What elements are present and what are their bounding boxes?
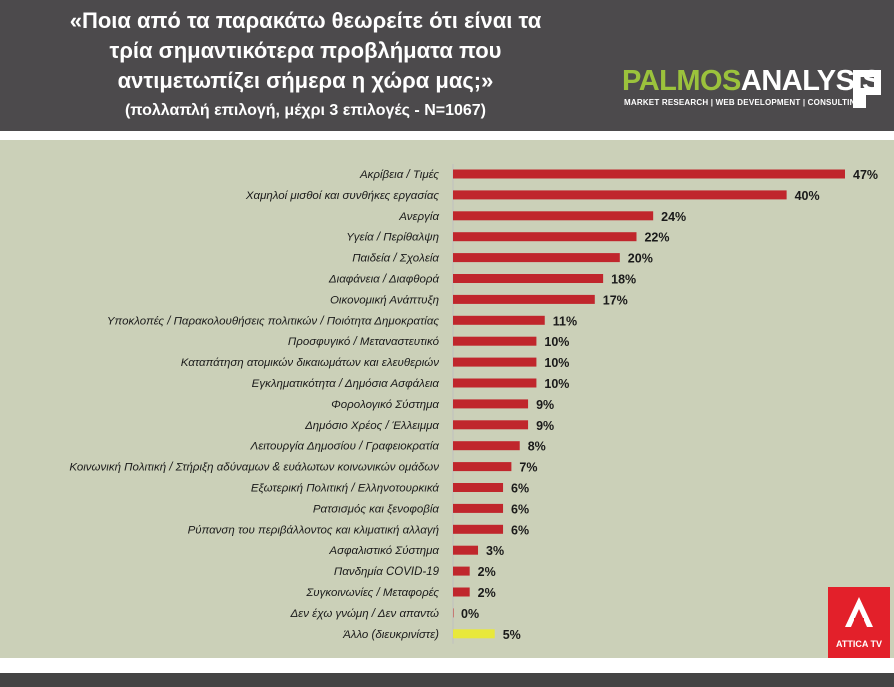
chart-panel: Ακρίβεια / Τιμές 47% Χαμηλοί μισθοί και συ… [0,140,894,658]
bar [453,503,504,513]
bar [453,211,654,221]
value-label: 18% [611,273,636,287]
value-label: 7% [519,461,537,475]
category-label: Φορολογικό Σύστημα [331,399,439,411]
value-label: 6% [511,482,529,496]
bar [453,378,537,388]
bar [453,420,529,430]
category-label: Χαμηλοί μισθοί και συνθήκες εργασίας [245,190,440,202]
bar [453,294,595,304]
value-label: 3% [486,544,504,558]
bar [453,357,537,367]
category-label: Λειτουργία Δημοσίου / Γραφειοκρατία [250,441,440,453]
category-label: Ρύπανση του περιβάλλοντος και κλιματική … [188,524,439,536]
category-label: Πανδημία COVID-19 [334,566,440,578]
category-label: Δεν έχω γνώμη / Δεν απαντώ [289,608,439,620]
title-line-1: «Ποια από τα παρακάτω θεωρείτε ότι είναι… [69,8,542,33]
bar [453,545,479,555]
category-label: Οικονομική Ανάπτυξη [330,294,439,306]
bar [453,169,845,179]
value-label: 10% [544,356,569,370]
category-label: Εγκληματικότητα / Δημόσια Ασφάλεια [252,378,440,390]
logo-wordmark: PALMOSANALYSIS [622,65,881,97]
bar [453,524,504,534]
bar [453,399,529,409]
bar [453,232,637,242]
category-label: Ρατσισμός και ξενοφοβία [313,503,440,515]
chart-subtitle: (πολλαπλή επιλογή, μέχρι 3 επιλογές - N=… [124,102,487,119]
attica-tv-badge: ATTICA TV [828,587,890,658]
value-label: 17% [603,293,628,307]
bar [453,462,512,472]
value-label: 11% [553,314,577,328]
bar [453,315,545,325]
value-label: 22% [644,231,669,245]
category-label: Υγεία / Περίθαλψη [346,232,439,244]
value-label: 2% [478,586,496,600]
category-label: Καταπάτηση ατομικών δικαιωμάτων και ελευ… [181,357,439,369]
value-label: 40% [795,189,820,203]
bar [453,441,520,451]
value-label: 5% [503,628,521,642]
title-line-2: τρία σημαντικότερα προβλήματα που [109,38,502,63]
category-label: Παιδεία / Σχολεία [352,253,439,265]
category-label: Κοινωνική Πολιτική / Στήριξη αδύναμων & … [69,462,439,474]
title-line-3: αντιμετωπίζει σήμερα η χώρα μας;» [117,68,494,93]
category-label: Συγκοινωνίες / Μεταφορές [305,587,439,599]
category-label: Υποκλοπές / Παρακολουθήσεις πολιτικών / … [107,315,440,327]
logo-tagline: MARKET RESEARCH | WEB DEVELOPMENT | CONS… [624,98,862,107]
category-label: Ανεργία [398,211,439,223]
bar [453,190,787,200]
value-label: 0% [461,607,479,621]
value-label: 9% [536,419,554,433]
bar [453,336,537,346]
bar [453,483,504,492]
chart-title: «Ποια από τα παρακάτω θεωρείτε ότι είναι… [18,6,593,96]
palmos-analysis-logo: PALMOSANALYSIS MARKET RESEARCH | WEB DEV… [622,65,887,117]
value-label: 47% [853,168,878,182]
bar-chart: Ακρίβεια / Τιμές 47% Χαμηλοί μισθοί και συ… [69,164,878,644]
bar [453,253,620,263]
value-label: 6% [511,502,529,516]
bar [453,587,470,597]
value-label: 10% [544,377,569,391]
category-label: Άλλο (διευκρινίστε) [342,629,439,641]
value-label: 9% [536,398,554,412]
attica-tv-label: ATTICA TV [836,639,882,649]
logo-p-mark-icon [853,70,881,108]
value-label: 6% [511,523,529,537]
category-label: Δημόσιο Χρέος / Έλλειμμα [304,420,439,432]
value-label: 8% [528,440,546,454]
logo-brand-part1: PALMOS [622,65,741,97]
value-label: 2% [478,565,496,579]
bar [453,608,454,618]
category-label: Εξωτερική Πολιτική / Ελληνοτουρκικά [251,483,440,495]
category-label: Ασφαλιστικό Σύστημα [328,545,439,557]
value-label: 24% [661,210,686,224]
header-banner: «Ποια από τα παρακάτω θεωρείτε ότι είναι… [0,0,894,131]
attica-a-logo-icon [845,597,873,627]
category-label: Ακρίβεια / Τιμές [359,169,439,181]
category-label: Προσφυγικό / Μεταναστευτικό [288,336,440,348]
category-label: Διαφάνεια / Διαφθορά [328,274,440,286]
bar [453,566,470,576]
bar [453,629,495,639]
footer-bar [0,673,894,687]
value-label: 10% [544,335,569,349]
value-label: 20% [628,252,653,266]
bar [453,274,604,283]
